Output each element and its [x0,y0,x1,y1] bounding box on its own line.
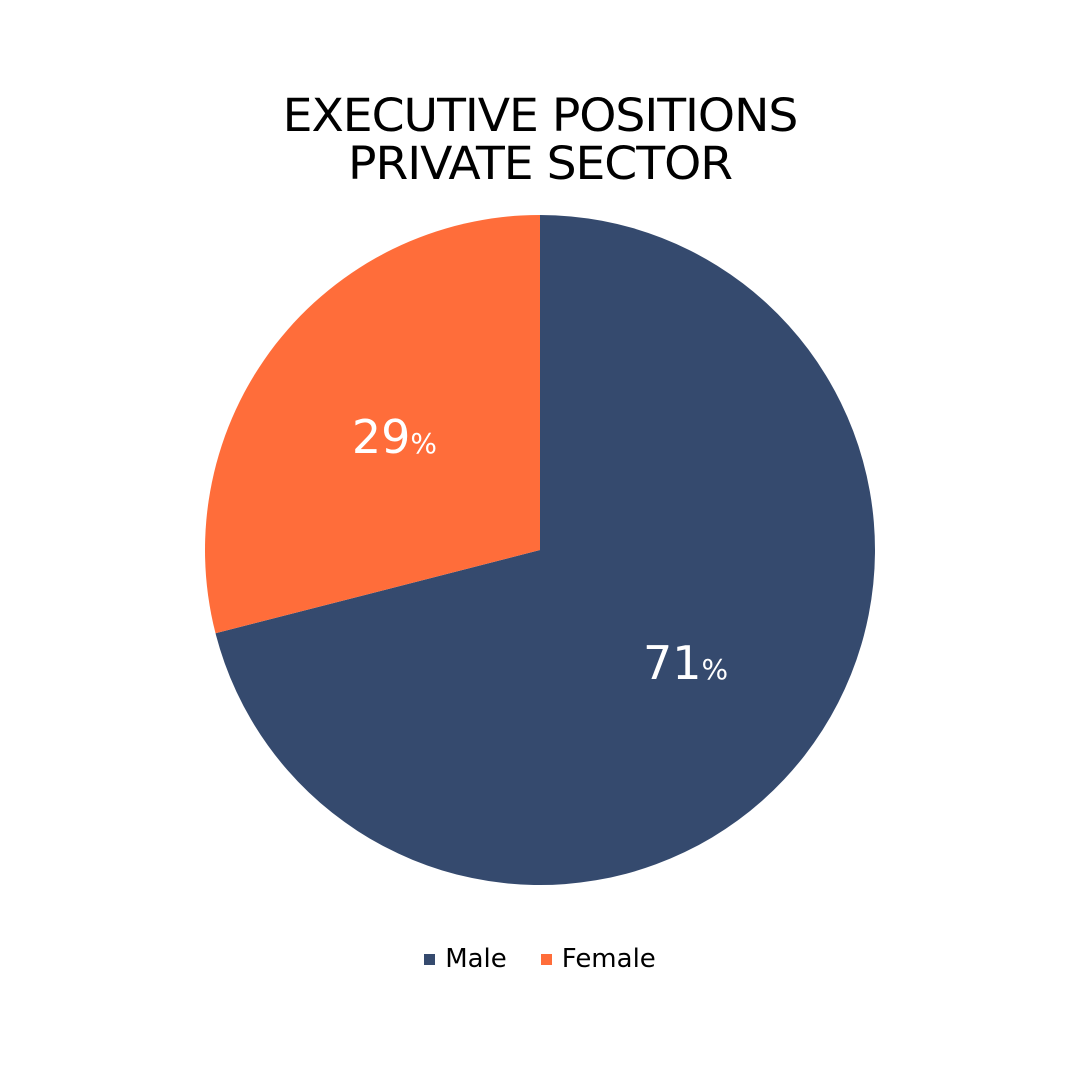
legend-swatch-female [540,953,552,965]
chart-title: EXECUTIVE POSITIONS PRIVATE SECTOR [0,92,1080,188]
legend-item-female[interactable]: Female [540,944,656,974]
chart-title-line-1: EXECUTIVE POSITIONS [282,89,799,142]
pie-slice-female[interactable] [204,215,540,634]
chart-legend: Male Female [0,944,1080,974]
chart-title-line-2: PRIVATE SECTOR [348,137,733,190]
legend-label-male: Male [445,944,507,974]
legend-label-female: Female [561,944,656,974]
legend-swatch-male [424,953,436,965]
slice-label-male: 71% [643,636,728,690]
legend-item-male[interactable]: Male [424,944,507,974]
slice-label-female: 29% [352,410,437,464]
pie-slice-male[interactable] [215,215,876,885]
